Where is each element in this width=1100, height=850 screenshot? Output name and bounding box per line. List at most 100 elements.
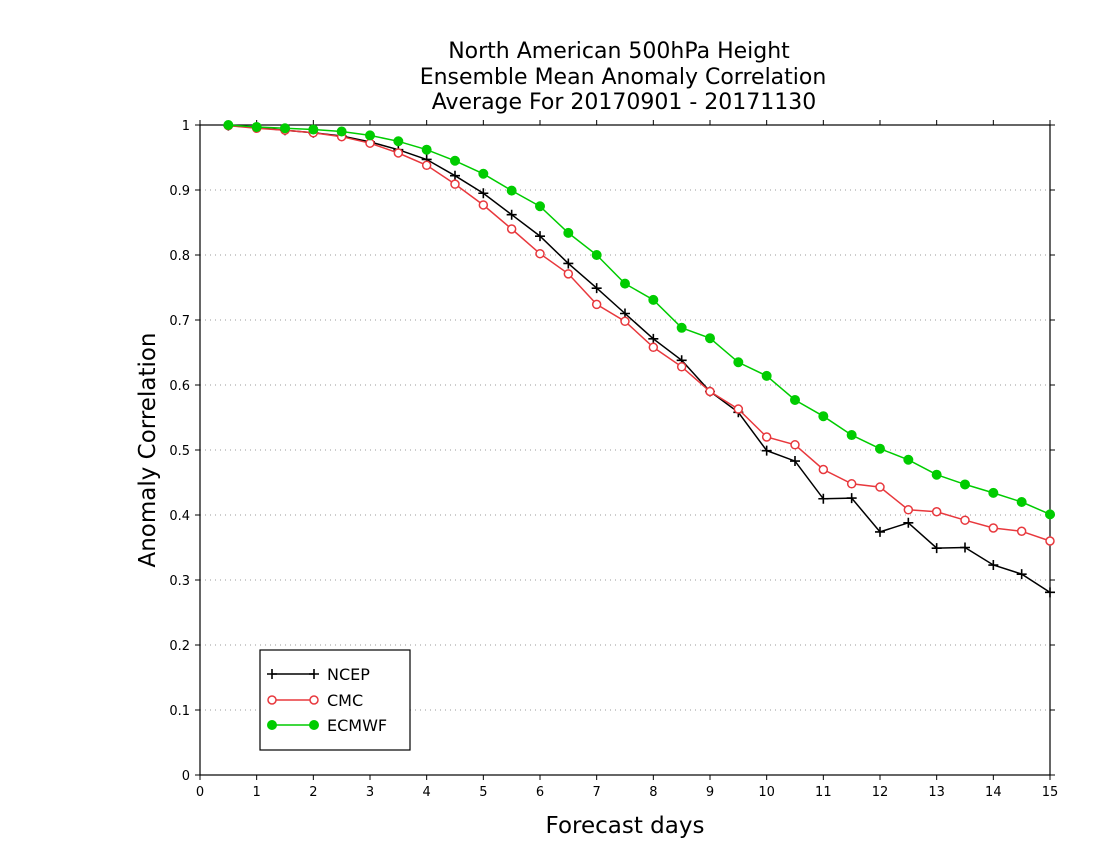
y-tick-label: 0.1: [169, 704, 190, 719]
cmc-point: [591, 299, 602, 310]
ecmwf-point: [676, 322, 687, 333]
legend-marker-left: [267, 695, 277, 705]
legend-entry-ecmwf: ECMWF: [267, 716, 387, 735]
series-ncep: [223, 120, 1055, 598]
cmc-point: [535, 248, 545, 259]
chart-title-line-1: North American 500hPa Height: [448, 39, 790, 64]
chart-title: North American 500hPa Height Ensemble Me…: [420, 39, 827, 115]
x-tick-label: 8: [649, 785, 657, 800]
ncep-point: [535, 231, 545, 242]
y-tick-label: 0.3: [169, 574, 190, 589]
ecmwf-point: [308, 124, 319, 135]
x-tick-label: 6: [536, 785, 544, 800]
ncep-point: [591, 283, 602, 294]
legend-label-ncep: NCEP: [327, 665, 370, 684]
data-series: [223, 120, 1055, 598]
legend-marker-right: [309, 720, 319, 730]
y-tick-label: 0.4: [169, 509, 190, 524]
ncep-point: [478, 188, 489, 199]
ecmwf-point: [1016, 497, 1027, 507]
cmc-point: [705, 386, 715, 397]
legend-label-cmc: CMC: [327, 691, 363, 710]
cmc-point: [761, 432, 772, 442]
y-tick-label: 0.6: [169, 379, 190, 394]
legend-entry-ncep: NCEP: [267, 665, 370, 684]
y-tick-label: 1: [182, 119, 190, 134]
y-axis-title: Anomaly Correlation: [135, 332, 161, 567]
ecmwf-point: [988, 487, 999, 498]
legend-entries: NCEP CMC ECMWF: [267, 665, 387, 735]
y-tick-label: 0.2: [169, 639, 190, 654]
ncep-point: [1045, 587, 1055, 598]
grid-lines: [200, 189, 1050, 711]
ecmwf-point: [818, 411, 829, 422]
ecmwf-point: [733, 357, 744, 368]
cmc-point: [846, 479, 857, 489]
x-tick-label: 15: [1042, 785, 1059, 800]
ncep-point: [846, 493, 857, 504]
x-tick-label: 10: [758, 785, 775, 800]
ecmwf-point: [903, 454, 914, 465]
chart-title-line-3: Average For 20170901 - 20171130: [432, 90, 817, 115]
cmc-point: [1016, 526, 1027, 536]
legend-entry-cmc: CMC: [267, 691, 363, 710]
ncep-point: [931, 543, 942, 554]
x-tick-label: 7: [593, 785, 601, 800]
x-axis-title: Forecast days: [546, 813, 705, 839]
ecmwf-point: [393, 136, 404, 147]
x-tick-label: 1: [253, 785, 261, 800]
cmc-point: [818, 464, 829, 475]
cmc-point: [988, 523, 999, 533]
series-cmc: [223, 120, 1055, 546]
x-axis-tick-labels: 0 1 2 3 4 5 6 7 8 9 10 11 12 13 14 15: [196, 785, 1058, 800]
cmc-point: [1045, 536, 1055, 546]
ncep-point: [960, 542, 970, 553]
ecmwf-line: [228, 124, 1051, 515]
ecmwf-point: [563, 227, 574, 238]
ncep-point: [875, 526, 885, 537]
ecmwf-point: [620, 278, 630, 289]
ncep-point: [648, 333, 659, 344]
cmc-point: [931, 507, 942, 517]
y-axis-tick-labels: 0 0.1 0.2 0.3 0.4 0.5 0.6 0.7 0.8 0.9 1: [169, 119, 190, 784]
ncep-point: [506, 209, 517, 220]
cmc-point: [960, 515, 970, 525]
x-tick-label: 3: [366, 785, 374, 800]
ecmwf-point: [591, 250, 602, 260]
ecmwf-point: [478, 168, 489, 179]
y-tick-label: 0: [182, 769, 190, 784]
ncep-point: [450, 170, 460, 181]
cmc-point: [620, 316, 630, 327]
ecmwf-point: [365, 130, 375, 141]
legend-label-ecmwf: ECMWF: [327, 716, 387, 735]
ecmwf-point: [535, 201, 545, 212]
y-tick-label: 0.7: [169, 314, 190, 329]
ecmwf-point: [223, 120, 234, 130]
ecmwf-point: [761, 370, 772, 381]
x-tick-label: 4: [423, 785, 431, 800]
cmc-point: [478, 200, 489, 210]
y-tick-label: 0.9: [169, 184, 190, 199]
y-tick-label: 0.8: [169, 249, 190, 264]
cmc-point: [393, 148, 404, 158]
ecmwf-point: [336, 126, 347, 137]
ecmwf-point: [1045, 509, 1055, 520]
y-tick-label: 0.5: [169, 444, 190, 459]
ncep-point: [903, 517, 914, 528]
legend-marker-right: [309, 695, 319, 705]
ecmwf-point: [648, 294, 659, 305]
ecmwf-point: [280, 123, 290, 134]
ecmwf-point: [450, 155, 460, 166]
cmc-point: [903, 505, 914, 515]
legend-marker-right: [309, 669, 319, 679]
cmc-point: [450, 179, 460, 189]
ecmwf-point: [421, 144, 432, 155]
legend: NCEP CMC ECMWF: [259, 649, 411, 751]
cmc-line: [228, 124, 1051, 542]
x-tick-label: 9: [706, 785, 714, 800]
ecmwf-point: [251, 121, 262, 132]
cmc-point: [648, 342, 659, 353]
x-tick-label: 13: [928, 785, 945, 800]
cmc-point: [506, 224, 517, 234]
